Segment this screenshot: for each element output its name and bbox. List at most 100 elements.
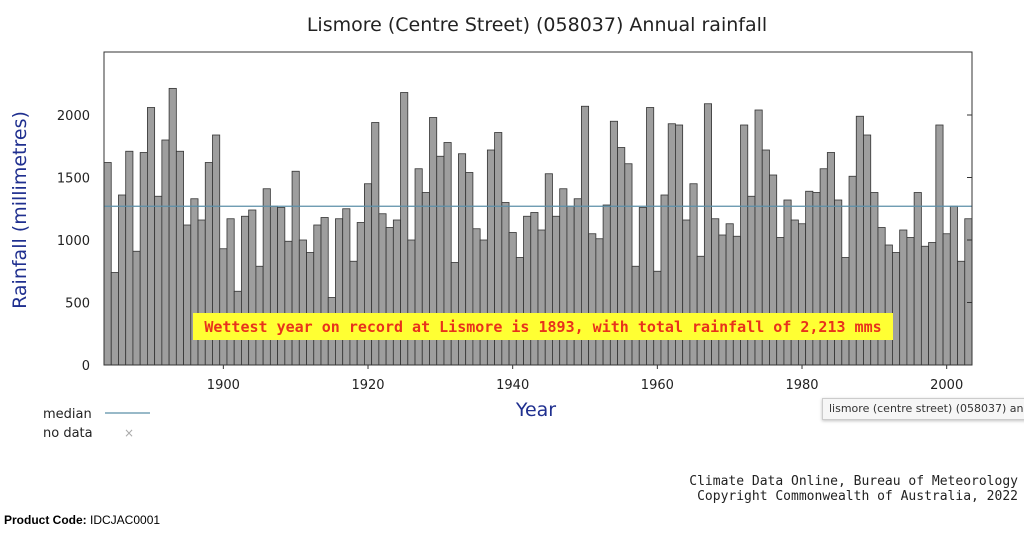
bar-1964	[682, 219, 691, 366]
legend-median-label: median	[43, 407, 92, 422]
bar-1968	[711, 218, 720, 366]
bar-2000	[942, 233, 951, 366]
x-tick-label: 1940	[496, 378, 529, 393]
bar-1966	[696, 255, 705, 366]
bar-1917	[342, 208, 351, 366]
bar-1980	[798, 223, 807, 366]
bar-1885	[110, 272, 119, 366]
bar-1970	[725, 223, 734, 366]
bar-1903	[241, 215, 250, 366]
y-tick-label: 1500	[57, 172, 90, 187]
bar-1924	[392, 219, 401, 366]
bar-1993	[892, 252, 901, 366]
y-tick-label: 1000	[57, 234, 90, 249]
legend-nodata-label: no data	[43, 426, 93, 441]
bar-1944	[537, 229, 546, 366]
product-code-label: Product Code:	[4, 513, 87, 527]
bar-1900	[219, 248, 228, 366]
credit-line-1: Climate Data Online, Bureau of Meteorolo…	[689, 474, 1018, 489]
bar-1946	[552, 215, 561, 366]
bar-1888	[132, 250, 141, 366]
bar-1919	[356, 222, 365, 366]
bar-1992	[884, 244, 893, 366]
bar-1926	[407, 239, 416, 366]
bar-1896	[190, 198, 199, 366]
x-tick-label: 1900	[207, 378, 240, 393]
bars	[103, 87, 973, 366]
legend-nodata-cross-icon: ×	[124, 426, 134, 440]
bar-1996	[913, 192, 922, 366]
bar-1998	[928, 242, 937, 366]
bar-1940	[508, 232, 517, 366]
bar-1887	[125, 150, 134, 366]
bar-1948	[566, 205, 575, 366]
x-axis: 1900 1920 1940 1960 1980 2000	[207, 365, 963, 393]
y-axis: 0 500 1000 1500 2000	[57, 109, 972, 374]
x-tick-label: 1980	[785, 378, 818, 393]
bar-1901	[226, 218, 235, 366]
annotation-box	[193, 313, 893, 340]
credit-line-2: Copyright Commonwealth of Australia, 202…	[697, 489, 1018, 504]
x-axis-label: Year	[515, 399, 556, 421]
bar-1895	[183, 224, 192, 366]
bar-1892	[161, 139, 170, 366]
bar-1953	[602, 204, 611, 366]
bar-1904	[248, 209, 257, 366]
bar-1936	[479, 239, 488, 366]
y-tick-label: 500	[65, 297, 90, 312]
bar-1916	[335, 218, 344, 366]
bar-1994	[899, 229, 908, 366]
bar-1942	[523, 215, 532, 366]
bar-1894	[175, 150, 184, 366]
bar-1890	[146, 107, 156, 366]
bar-1889	[139, 152, 148, 366]
bar-1999	[935, 124, 944, 366]
bar-1941	[515, 257, 524, 366]
y-tick-label: 0	[82, 359, 90, 374]
bar-1891	[154, 195, 163, 366]
bar-1969	[718, 234, 727, 366]
bar-2001	[949, 205, 958, 366]
bar-1951	[588, 233, 597, 366]
y-tick-label: 2000	[57, 109, 90, 124]
bar-1971	[732, 235, 741, 366]
bar-1922	[378, 213, 387, 366]
annotation-text: Wettest year on record at Lismore is 189…	[204, 318, 881, 336]
bar-1939	[501, 202, 510, 366]
bar-2002	[957, 260, 966, 366]
bar-1897	[197, 219, 206, 366]
bar-1991	[877, 227, 886, 366]
bar-1952	[595, 238, 604, 366]
bar-2003	[964, 218, 973, 366]
bar-1949	[573, 198, 582, 366]
bar-1997	[920, 245, 929, 366]
product-code-value: IDCJAC0001	[90, 513, 161, 527]
bar-1908	[277, 207, 286, 366]
bar-1893	[168, 87, 177, 366]
x-tick-label: 1960	[641, 378, 674, 393]
x-tick-label: 1920	[351, 378, 384, 393]
bar-1986	[841, 257, 850, 366]
bar-1923	[385, 227, 394, 366]
bar-1913	[313, 224, 322, 366]
bar-1884	[103, 162, 112, 366]
bar-1909	[284, 240, 293, 366]
bar-1985	[834, 199, 843, 366]
bar-1912	[306, 252, 315, 366]
bar-1977	[776, 237, 785, 366]
bar-1935	[472, 228, 481, 366]
x-tick-label: 2000	[930, 378, 963, 393]
chart-title: Lismore (Centre Street) (058037) Annual …	[307, 14, 767, 36]
plot-frame	[103, 51, 973, 366]
bar-1943	[530, 212, 539, 366]
bar-1978	[783, 199, 792, 366]
bar-1958	[638, 207, 647, 366]
bar-1979	[790, 219, 799, 366]
bar-1886	[118, 194, 127, 366]
tooltip: lismore (centre street) (058037) an	[822, 398, 1024, 420]
bar-1914	[320, 217, 329, 366]
y-axis-label: Rainfall (millimetres)	[9, 111, 31, 309]
product-code: Product Code: IDCJAC0001	[4, 513, 160, 527]
bar-1907	[269, 205, 279, 366]
